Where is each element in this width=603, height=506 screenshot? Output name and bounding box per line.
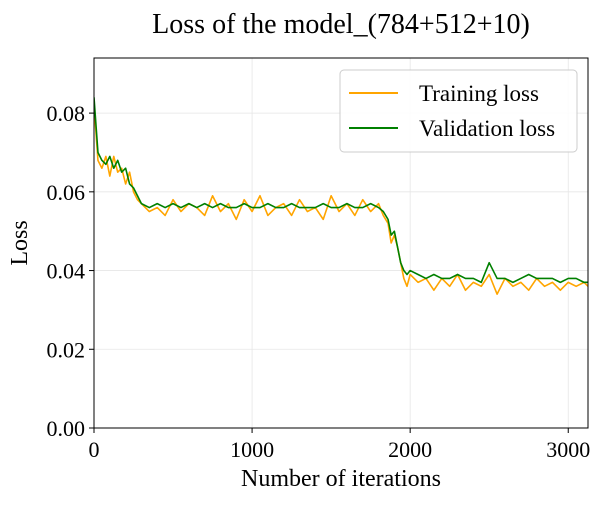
y-tick-label: 0.08 — [47, 101, 86, 126]
ticks-layer: 0 1000 2000 3000 0.00 0.02 0.04 0.06 0.08 — [47, 101, 591, 462]
x-axis-label: Number of iterations — [241, 466, 441, 492]
y-tick-label: 0.02 — [47, 337, 86, 362]
x-tick-label: 0 — [89, 437, 100, 462]
x-tick-label: 3000 — [546, 437, 590, 462]
x-tick-label: 2000 — [388, 437, 432, 462]
legend-label: Validation loss — [419, 116, 555, 141]
legend-box — [339, 69, 578, 153]
y-axis-label: Loss — [7, 220, 33, 265]
legend-label: Training loss — [419, 81, 539, 106]
series-layer — [94, 97, 588, 295]
chart-title: Loss of the model_(784+512+10) — [152, 9, 530, 40]
y-tick-label: 0.06 — [47, 180, 86, 205]
y-tick-label: 0.00 — [47, 416, 86, 441]
plot-frame — [93, 57, 589, 429]
training-loss-line — [94, 105, 588, 295]
y-tick-label: 0.04 — [47, 259, 86, 284]
validation-loss-line — [94, 97, 588, 284]
legend: Training loss Validation loss — [339, 69, 578, 153]
x-tick-label: 1000 — [230, 437, 274, 462]
